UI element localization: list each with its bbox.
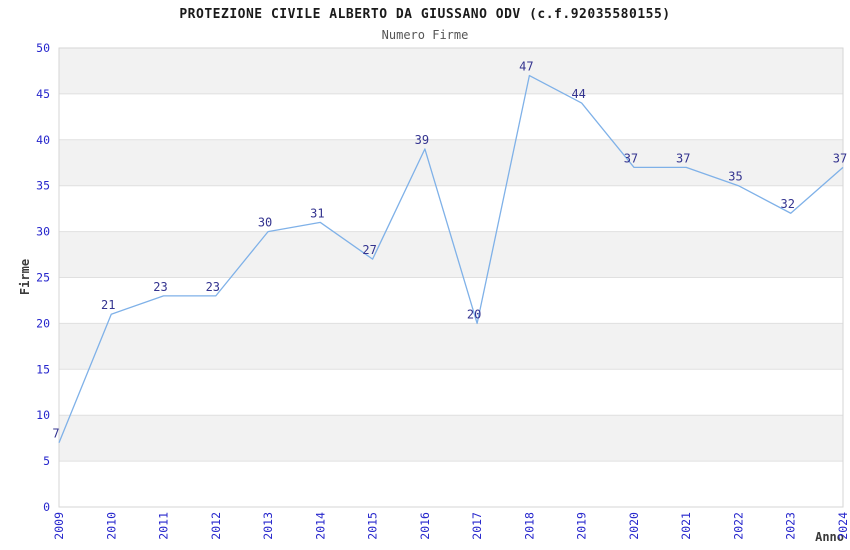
plot-band	[59, 415, 843, 462]
x-tick-label: 2018	[522, 512, 536, 540]
x-axis-title: Anno	[815, 530, 844, 544]
y-tick-label: 10	[36, 408, 50, 422]
x-tick-label: 2017	[470, 512, 484, 540]
x-tick-label: 2014	[313, 512, 327, 540]
data-point-label: 44	[571, 87, 585, 101]
x-tick-label: 2012	[209, 512, 223, 540]
data-point-label: 23	[153, 280, 167, 294]
x-tick-label: 2011	[157, 512, 171, 540]
y-tick-label: 30	[36, 225, 50, 239]
y-tick-label: 45	[36, 87, 50, 101]
data-point-label: 23	[206, 280, 220, 294]
x-tick-label: 2009	[52, 512, 66, 540]
x-tick-label: 2019	[575, 512, 589, 540]
data-point-label: 37	[624, 151, 638, 165]
data-point-label: 21	[101, 298, 115, 312]
data-point-label: 32	[781, 197, 795, 211]
data-point-label: 20	[467, 307, 481, 321]
plot-band	[59, 139, 843, 186]
x-tick-label: 2016	[418, 512, 432, 540]
x-tick-label: 2013	[261, 512, 275, 540]
x-tick-label: 2024	[836, 512, 850, 540]
series-line	[58, 74, 844, 443]
data-point-label: 27	[362, 243, 376, 257]
y-tick-label: 20	[36, 316, 50, 330]
y-tick-label: 35	[36, 179, 50, 193]
plot-band	[59, 323, 843, 370]
data-point-label: 47	[519, 60, 533, 74]
y-tick-label: 25	[36, 271, 50, 285]
data-point-label: 7	[52, 427, 59, 441]
data-point-label: 35	[728, 170, 742, 184]
y-tick-label: 5	[43, 454, 50, 468]
data-point-label: 31	[310, 206, 324, 220]
plot-border	[58, 47, 844, 508]
x-tick-label: 2015	[366, 512, 380, 540]
chart-subtitle: Numero Firme	[381, 28, 469, 42]
y-tick-label: 40	[36, 133, 50, 147]
plot-band	[59, 231, 843, 278]
y-tick-label: 15	[36, 362, 50, 376]
data-point-label: 37	[833, 151, 847, 165]
y-tick-label: 50	[36, 41, 50, 55]
x-tick-label: 2021	[679, 512, 693, 540]
data-point-label: 39	[415, 133, 429, 147]
data-point-label: 30	[258, 216, 272, 230]
plot-band	[59, 48, 843, 94]
x-tick-label: 2010	[104, 512, 118, 540]
x-tick-label: 2022	[731, 512, 745, 540]
x-tick-label: 2023	[784, 512, 798, 540]
x-tick-label: 2020	[627, 512, 641, 540]
data-point-label: 37	[676, 151, 690, 165]
chart-title: PROTEZIONE CIVILE ALBERTO DA GIUSSANO OD…	[179, 7, 671, 22]
y-tick-label: 0	[43, 500, 50, 514]
